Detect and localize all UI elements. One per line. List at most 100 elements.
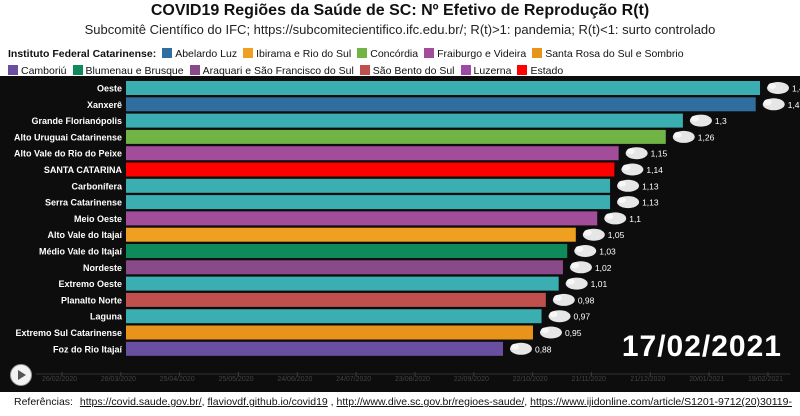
bar	[126, 113, 683, 128]
date-label: 17/02/2021	[621, 330, 782, 363]
legend-label: Camboriú	[21, 65, 67, 77]
legend-swatch	[460, 65, 471, 75]
bar	[126, 178, 611, 193]
timeline-tick-label: 21/12/2020	[630, 376, 665, 383]
chart-subtitle: Subcomitê Científico do IFC; https://sub…	[84, 22, 716, 37]
legend-swatch	[189, 65, 200, 75]
reference-link[interactable]: https://www.ijidonline.com/article/S1201…	[530, 396, 792, 408]
reference-link[interactable]: http://www.dive.sc.gov.br/regioes-saude/	[336, 396, 525, 408]
legend-label: Araquari e São Francisco do Sul	[202, 65, 354, 77]
bar	[126, 276, 559, 291]
legend-label: Concórdia	[370, 48, 419, 60]
timeline-tick-label: 25/04/2020	[160, 376, 195, 383]
legend-item[interactable]: Fraiburgo e Videira	[424, 46, 526, 63]
legend-label: Santa Rosa do Sul e Sombrio	[545, 48, 684, 60]
legend-label: Blumenau e Brusque	[85, 65, 184, 77]
timeline-tick-label: 24/07/2020	[336, 376, 371, 383]
legend-item[interactable]: Estado	[517, 63, 563, 80]
legend-swatch	[243, 48, 254, 58]
legend-item[interactable]: Camboriú	[8, 63, 67, 80]
map-icon	[549, 311, 558, 318]
legend-label: Ibirama e Rio do Sul	[256, 48, 352, 60]
category-label: Alto Uruguai Catarinense	[14, 132, 122, 142]
legend-swatch	[357, 48, 368, 58]
bar	[126, 81, 761, 95]
legend-item[interactable]: São Bento do Sul	[359, 63, 455, 80]
timeline-tick-label: 19/02/2021	[748, 376, 783, 383]
legend-item[interactable]: Ibirama e Rio do Sul	[243, 46, 351, 63]
reference-link[interactable]: flaviovdf.github.io/covid19	[207, 396, 328, 408]
timeline-tick-label: 22/10/2020	[513, 376, 548, 383]
bar	[126, 244, 568, 258]
value-label: 1,13	[642, 198, 659, 208]
category-label: Grande Florianópolis	[31, 116, 122, 126]
legend-swatch	[517, 65, 528, 75]
value-label: 1,14	[646, 165, 663, 175]
value-label: 0,88	[535, 344, 552, 354]
bar	[126, 195, 611, 210]
value-label: 1,03	[599, 247, 616, 257]
timeline-tick-label: 21/11/2020	[572, 376, 607, 383]
legend-label: Estado	[530, 65, 564, 77]
reference-link[interactable]: https://covid.saude.gov.br/	[79, 396, 202, 408]
map-icon	[618, 180, 627, 187]
value-label: 0,97	[574, 312, 591, 322]
category-label: Carbonífera	[71, 181, 123, 191]
value-label: 1,3	[715, 116, 727, 126]
map-icon	[605, 213, 614, 220]
timeline-tick-label: 22/09/2020	[454, 376, 489, 383]
references: Referências: https://covid.saude.gov.br/…	[14, 396, 792, 408]
legend-title: Instituto Federal Catarinense:	[8, 48, 157, 60]
map-icon	[540, 327, 549, 334]
bar	[126, 325, 533, 340]
bar	[126, 227, 576, 242]
map-icon	[575, 246, 584, 252]
value-label: 1,15	[651, 149, 668, 159]
legend-item[interactable]: Araquari e São Francisco do Sul	[189, 63, 354, 80]
plot-area: Oeste 1,48 Xanxerê 1,47 Grande Florianópolis…	[0, 76, 800, 392]
legend-item[interactable]: Luzerna	[460, 63, 511, 80]
legend-item[interactable]: Blumenau e Brusque	[72, 63, 184, 80]
value-label: 0,98	[578, 295, 595, 305]
bar	[126, 309, 542, 324]
legend-item[interactable]: Abelardo Luz	[162, 46, 237, 63]
legend-item[interactable]: Santa Rosa do Sul e Sombrio	[532, 46, 684, 63]
timeline-tick-label: 24/06/2020	[277, 376, 312, 383]
legend-swatch	[424, 48, 435, 58]
references-label: Referências:	[14, 396, 73, 408]
bar	[126, 211, 598, 226]
category-label: Extremo Sul Catarinense	[15, 328, 122, 338]
legend-label: São Bento do Sul	[372, 65, 455, 77]
timeline-tick-label: 23/08/2020	[395, 376, 430, 383]
category-label: Serra Catarinense	[45, 198, 122, 208]
bar	[126, 97, 756, 112]
value-label: 1,1	[629, 214, 641, 224]
value-label: 1,02	[595, 263, 612, 273]
legend-swatch	[8, 65, 18, 75]
value-label: 1,47	[788, 100, 800, 110]
legend-item[interactable]: Concórdia	[357, 46, 418, 63]
category-label: Planalto Norte	[61, 295, 122, 305]
category-label: Oeste	[97, 84, 122, 94]
timeline-tick-label: 26/03/2020	[101, 376, 136, 383]
map-icon	[673, 131, 682, 138]
category-label: Xanxerê	[87, 100, 122, 110]
legend-label: Abelardo Luz	[175, 48, 238, 60]
map-icon	[626, 148, 635, 155]
map-icon	[690, 115, 699, 122]
category-label: Alto Vale do Itajaí	[47, 230, 122, 240]
category-label: Médio Vale do Itajaí	[39, 247, 123, 257]
play-button[interactable]	[10, 364, 32, 386]
category-label: Nordeste	[83, 263, 122, 273]
category-label: SANTA CATARINA	[44, 165, 123, 175]
category-label: Meio Oeste	[74, 214, 122, 224]
timeline-tick-label: 20/01/2021	[689, 376, 724, 383]
value-label: 1,26	[698, 132, 715, 142]
value-label: 1,01	[591, 279, 608, 289]
bar	[126, 162, 615, 177]
legend: Instituto Federal Catarinense: Abelardo L…	[8, 46, 728, 80]
bar-chart: Oeste 1,48 Xanxerê 1,47 Grande Florianópolis…	[14, 81, 800, 383]
map-icon	[768, 83, 777, 89]
legend-swatch	[532, 48, 543, 58]
